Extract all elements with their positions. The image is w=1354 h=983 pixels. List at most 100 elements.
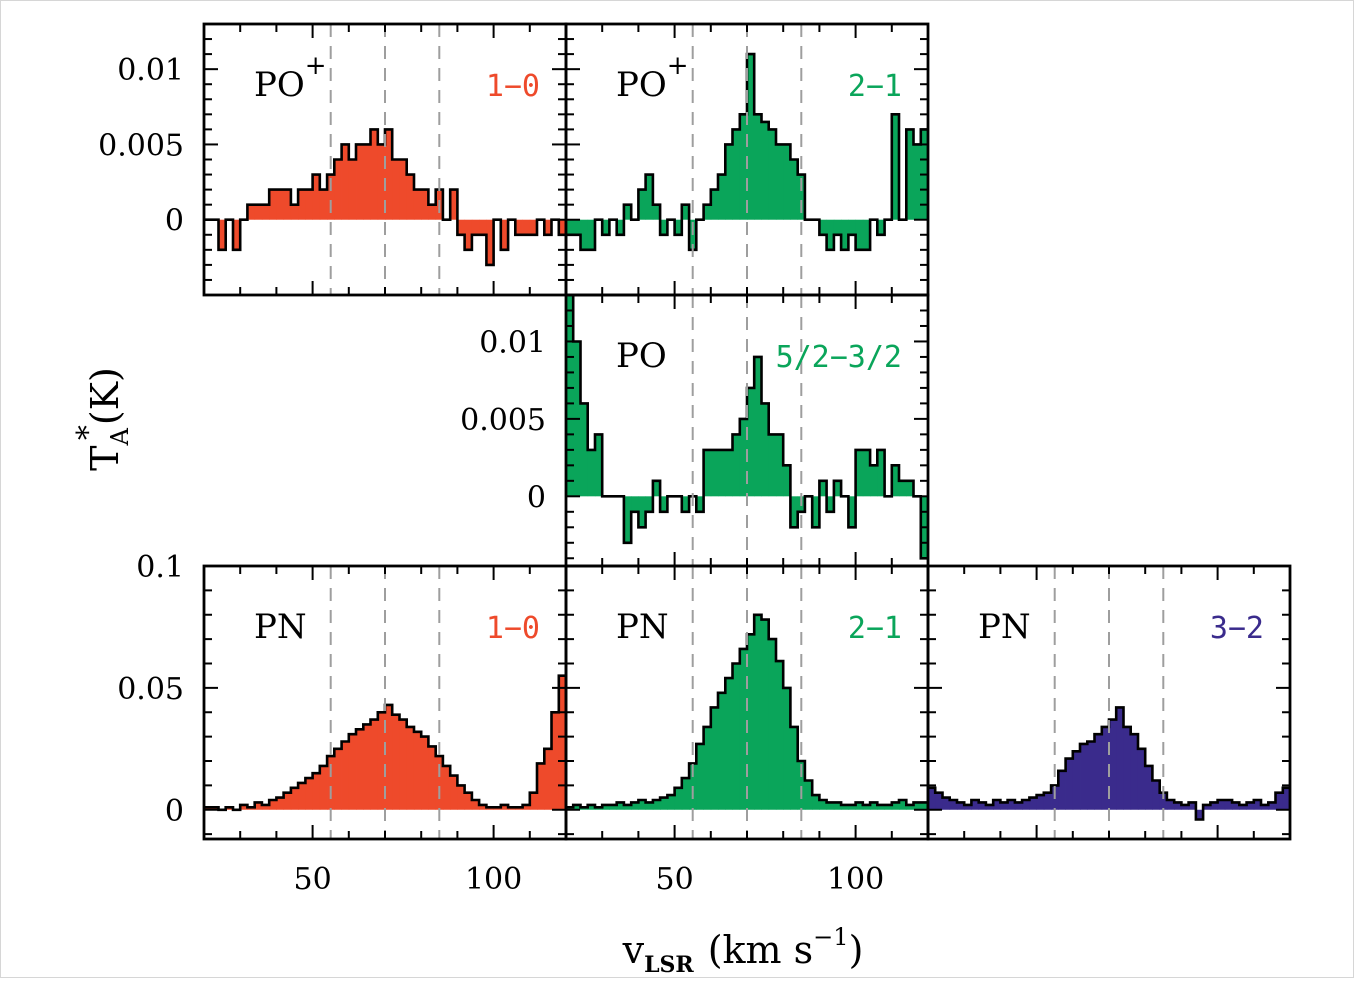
spectrum-bin (522, 219, 531, 235)
spectrum-bin (696, 496, 704, 512)
spectrum-bin (464, 792, 473, 810)
spectrum-bin (841, 219, 849, 250)
spectrum-bin (341, 144, 350, 220)
molecule-name: PN (254, 607, 307, 647)
spectrum-bin (833, 480, 842, 497)
spectrum-bin (1174, 802, 1182, 810)
spectrum-bin (587, 449, 596, 497)
spectrum-bin (515, 219, 523, 235)
spectrum-bin (486, 219, 494, 265)
spectrum-bin (870, 465, 878, 497)
spectrum-bin (573, 804, 581, 810)
spectrum-bin (1145, 765, 1153, 810)
spectrum-outline (204, 128, 566, 267)
spectrum-bin (732, 663, 741, 810)
spectrum-bin (652, 204, 661, 220)
spectrum-bin (783, 144, 791, 220)
spectrum-bin (1239, 804, 1247, 810)
spectrum-bin (385, 129, 393, 220)
spectrum-bin (1065, 758, 1074, 810)
spectrum-bin (1000, 802, 1009, 810)
spectrum-bin (1232, 802, 1240, 810)
x-tick-label: 100 (827, 862, 884, 897)
y-tick-label: 0.005 (460, 403, 546, 438)
spectrum-bin (334, 748, 342, 810)
spectrum-bin (826, 802, 835, 810)
spectrum-bin (674, 787, 683, 810)
spectrum-bin (747, 54, 755, 220)
spectrum-bin (819, 480, 828, 497)
spectrum-bin (985, 804, 994, 810)
panel-middle: 0.01 0.005 0 PO 5/2−3/2 (460, 293, 930, 568)
spectrum-bin (232, 219, 241, 250)
spectrum-bin (1036, 795, 1045, 810)
molecule-label: PO+ (616, 51, 689, 105)
spectrum-bin (450, 189, 458, 220)
spectrum-bin (891, 465, 900, 497)
spectrum-bin (529, 219, 538, 235)
spectrum-bin (855, 219, 864, 250)
spectrum-bin (290, 787, 299, 810)
spectrum-bin (862, 804, 871, 810)
y-axis-label-sub: A (106, 428, 134, 447)
spectrum-bin (1195, 809, 1204, 820)
spectrum-bin (406, 726, 415, 810)
spectrum-bin (421, 736, 429, 810)
spectrum-bin (631, 496, 639, 512)
spectrum-bin (761, 121, 770, 220)
spectrum-bin (1022, 800, 1030, 810)
spectrum-bin (413, 189, 422, 220)
spectrum-bin (660, 797, 668, 810)
spectrum-bin (732, 129, 741, 220)
spectrum-bin (819, 800, 828, 810)
spectrum-bin (747, 387, 755, 497)
spectrum-bin (1014, 802, 1023, 810)
spectrum-bin (725, 449, 733, 497)
spectrum-bin (298, 782, 306, 810)
molecule-name: PN (616, 607, 669, 647)
spectrum-bin (529, 792, 538, 810)
molecule-name: PO (616, 336, 667, 376)
spectrum-bin (725, 144, 733, 220)
spectrum-bin (877, 804, 885, 810)
spectrum-bin (327, 756, 335, 810)
spectrum-bin (949, 800, 958, 810)
spectrum-bin (254, 204, 263, 220)
molecule-label: PO+ (254, 51, 327, 105)
spectrum-bin (826, 496, 835, 512)
spectrum-bin (319, 765, 328, 810)
spectrum-bin (877, 449, 885, 497)
spectrum-bin (580, 219, 589, 250)
y-tick-label: 0 (165, 204, 184, 239)
spectrum-bin (884, 804, 893, 810)
spectrum-bin (971, 800, 980, 810)
spectrum-bin (522, 804, 531, 810)
spectrum-bin (312, 174, 321, 220)
spectrum-bin (681, 496, 690, 512)
spectrum-bin (645, 496, 654, 512)
y-axis-label-unit: (K) (83, 367, 127, 425)
transition-label: 1−0 (486, 69, 540, 104)
spectrum-bin (370, 129, 379, 220)
spectrum-outline (204, 674, 566, 812)
spectrum-bin (464, 219, 473, 250)
panel-bottom-left: 0.1 0.05 0 50 100 PN 1−0 (117, 550, 568, 897)
spectrum-bin (920, 802, 928, 810)
spectrum-bin (602, 804, 610, 810)
spectrum-bin (363, 724, 371, 810)
spectrum-bin (841, 804, 849, 810)
spectrum-bin (804, 780, 813, 810)
spectrum-bin (681, 778, 690, 810)
spectrum-bin (616, 219, 625, 235)
spectrum-bin (638, 800, 647, 810)
spectrum-bin (645, 174, 654, 220)
spectrum-bin (725, 678, 733, 810)
spectrum-bin (602, 219, 610, 235)
panel-plot-area (566, 566, 928, 839)
spectrum-bin (862, 449, 871, 497)
spectrum-bin (739, 648, 748, 810)
spectrum-bin (558, 219, 566, 235)
spectrum-outline (566, 295, 928, 560)
